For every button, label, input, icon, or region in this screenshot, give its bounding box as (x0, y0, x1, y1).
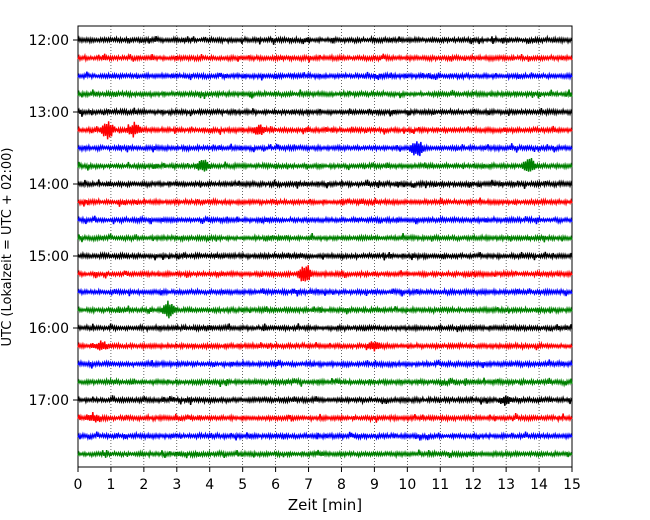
trace-19 (77, 358, 573, 370)
x-tick-label-12: 12 (464, 477, 482, 493)
trace-7 (77, 141, 573, 157)
trace-21 (77, 395, 573, 406)
trace-3 (77, 70, 573, 82)
trace-13 (77, 250, 573, 262)
trace-22 (77, 411, 573, 424)
x-axis-label: Zeit [min] (288, 496, 362, 514)
x-tick-label-8: 8 (337, 477, 346, 493)
trace-12 (77, 232, 573, 244)
trace-11 (77, 214, 573, 226)
x-tick-label-9: 9 (370, 477, 379, 493)
y-tick-label-12:00: 12:00 (29, 33, 69, 49)
x-tick-label-11: 11 (431, 477, 449, 493)
x-tick-label-7: 7 (304, 477, 313, 493)
y-tick-label-13:00: 13:00 (29, 105, 69, 121)
x-tick-label-2: 2 (139, 477, 148, 493)
trace-16 (77, 300, 573, 319)
x-axis: 0 1 2 3 4 5 6 7 8 9 10 11 12 13 14 15 (74, 467, 581, 493)
x-tick-label-4: 4 (205, 477, 214, 493)
trace-8 (77, 157, 573, 172)
x-tick-label-1: 1 (106, 477, 115, 493)
trace-24 (77, 448, 573, 460)
traces (77, 34, 573, 460)
trace-14 (77, 265, 573, 282)
trace-23 (77, 430, 573, 442)
trace-18 (77, 340, 573, 352)
x-tick-label-10: 10 (398, 477, 416, 493)
x-tick-label-3: 3 (172, 477, 181, 493)
plot-frame (77, 25, 573, 468)
trace-1 (77, 34, 573, 46)
trace-10 (77, 196, 573, 207)
trace-17 (77, 323, 573, 333)
y-tick-label-15:00: 15:00 (29, 249, 69, 265)
trace-15 (77, 286, 573, 297)
trace-6 (77, 121, 573, 140)
y-tick-label-14:00: 14:00 (29, 177, 69, 193)
y-tick-label-16:00: 16:00 (29, 321, 69, 337)
x-tick-label-5: 5 (238, 477, 247, 493)
trace-2 (77, 52, 573, 63)
trace-9 (77, 179, 573, 190)
y-axis-label: UTC (Lokalzeit = UTC + 02:00) (0, 148, 15, 347)
trace-5 (77, 106, 573, 118)
x-tick-label-0: 0 (74, 477, 83, 493)
x-tick-label-13: 13 (497, 477, 515, 493)
x-tick-label-14: 14 (530, 477, 548, 493)
x-tick-label-6: 6 (271, 477, 280, 493)
trace-20 (77, 376, 573, 388)
trace-4 (77, 88, 573, 100)
y-tick-label-17:00: 17:00 (29, 393, 69, 409)
y-axis: 12:00 13:00 14:00 15:00 16:00 17:00 (29, 33, 78, 409)
x-tick-label-15: 15 (563, 477, 581, 493)
